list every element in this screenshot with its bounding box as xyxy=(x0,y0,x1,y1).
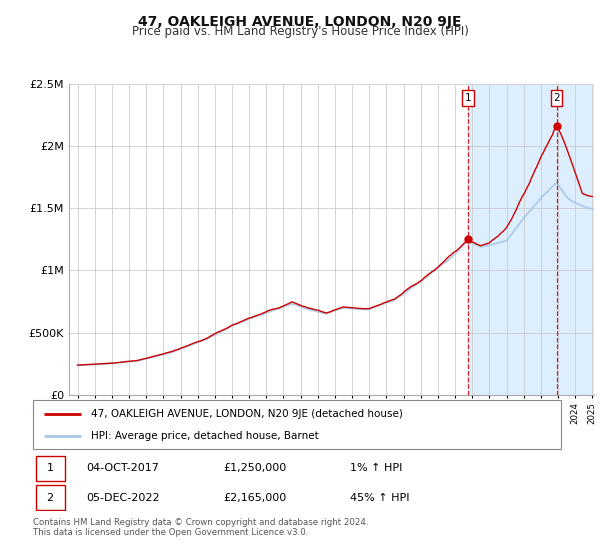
Text: 04-OCT-2017: 04-OCT-2017 xyxy=(86,463,158,473)
Text: 1: 1 xyxy=(464,93,471,103)
Text: Contains HM Land Registry data © Crown copyright and database right 2024.
This d: Contains HM Land Registry data © Crown c… xyxy=(33,518,368,538)
Text: 05-DEC-2022: 05-DEC-2022 xyxy=(86,493,160,503)
Text: 1: 1 xyxy=(47,463,53,473)
Bar xyxy=(468,84,600,395)
Text: 1% ↑ HPI: 1% ↑ HPI xyxy=(350,463,402,473)
Text: 2: 2 xyxy=(553,93,560,103)
Text: Price paid vs. HM Land Registry's House Price Index (HPI): Price paid vs. HM Land Registry's House … xyxy=(131,25,469,38)
Text: 45% ↑ HPI: 45% ↑ HPI xyxy=(350,493,409,503)
Bar xyxy=(35,456,65,480)
Text: 47, OAKLEIGH AVENUE, LONDON, N20 9JE (detached house): 47, OAKLEIGH AVENUE, LONDON, N20 9JE (de… xyxy=(91,409,403,419)
Text: 47, OAKLEIGH AVENUE, LONDON, N20 9JE: 47, OAKLEIGH AVENUE, LONDON, N20 9JE xyxy=(138,15,462,29)
Bar xyxy=(35,486,65,510)
Text: HPI: Average price, detached house, Barnet: HPI: Average price, detached house, Barn… xyxy=(91,431,319,441)
Text: £1,250,000: £1,250,000 xyxy=(223,463,286,473)
Text: £2,165,000: £2,165,000 xyxy=(223,493,286,503)
Text: 2: 2 xyxy=(47,493,54,503)
